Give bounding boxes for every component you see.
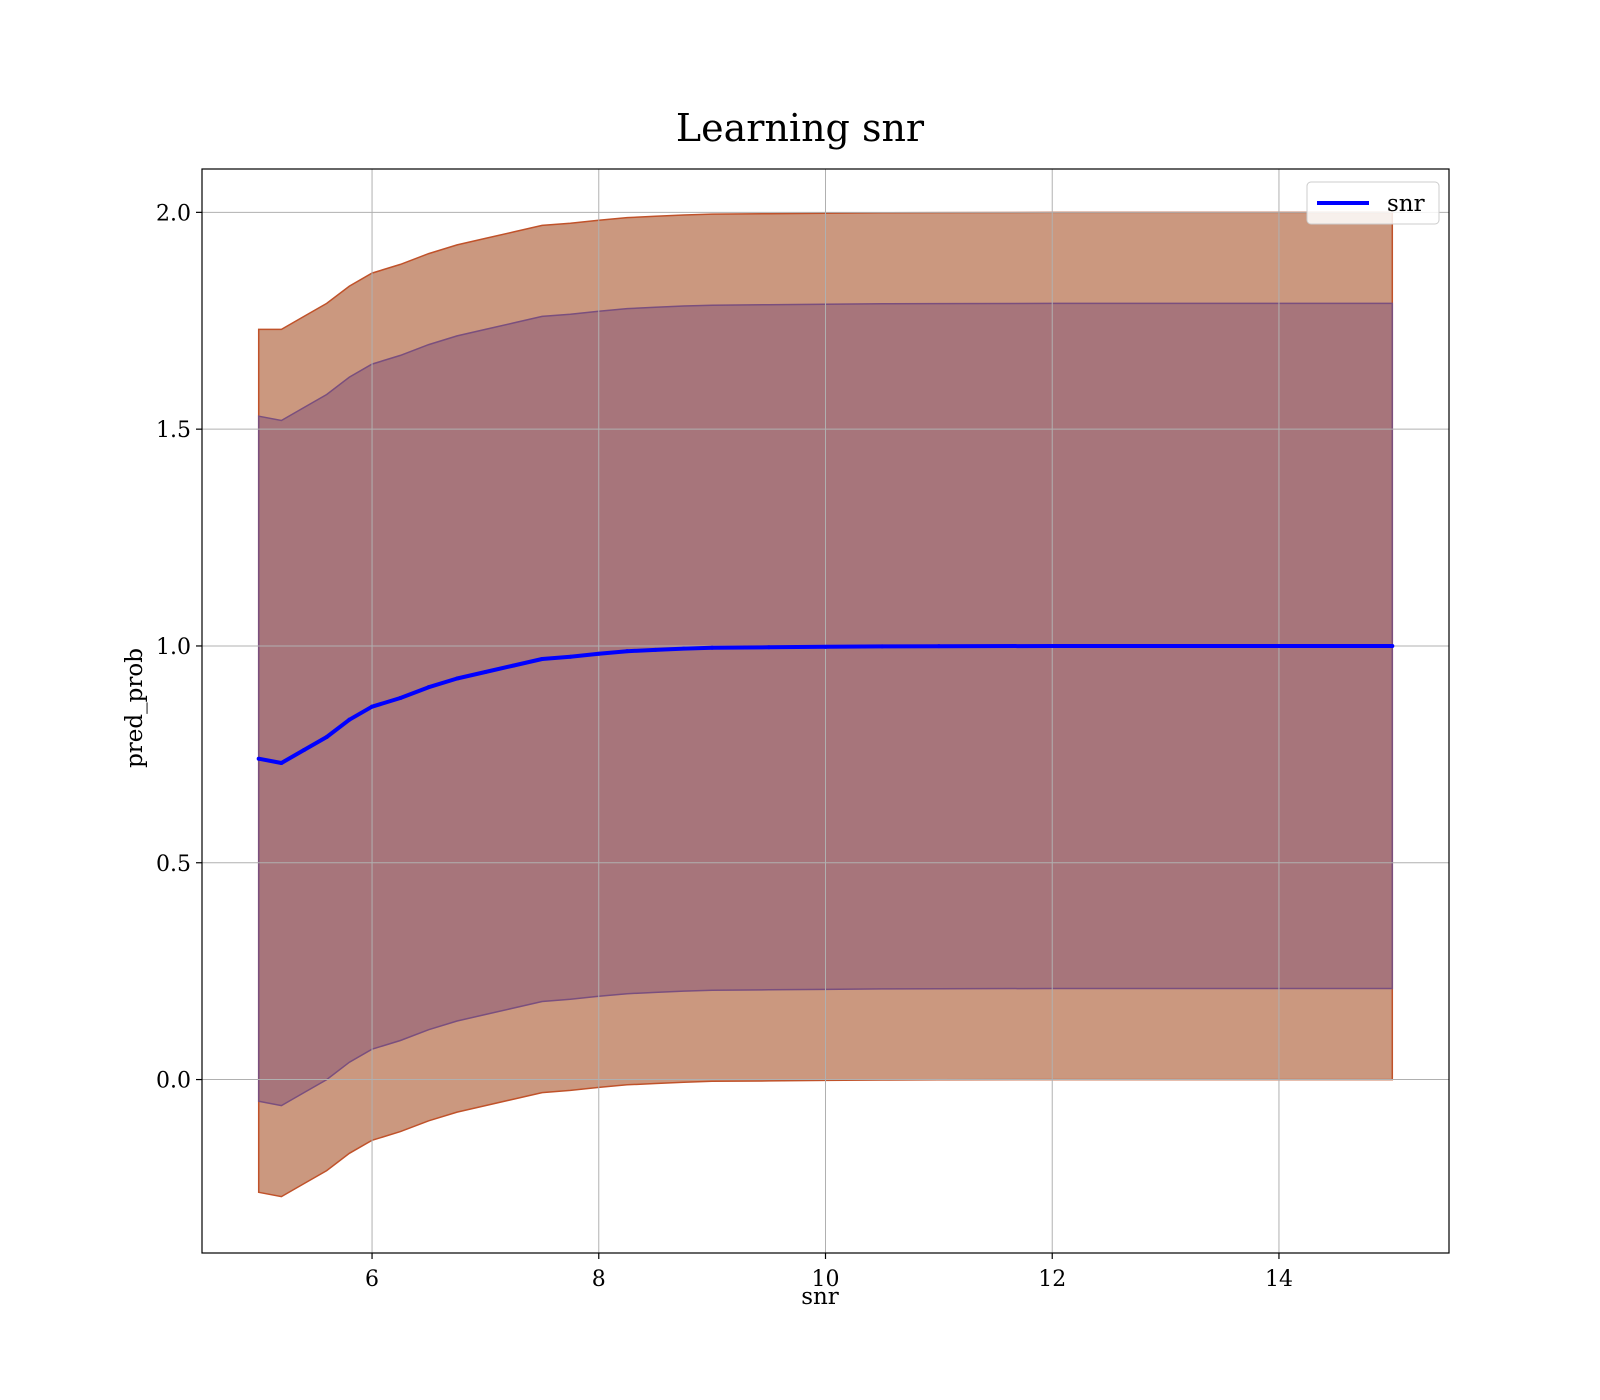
series-point xyxy=(936,644,941,649)
series-point xyxy=(568,654,573,659)
legend-box xyxy=(1306,181,1440,225)
series-point xyxy=(823,644,828,649)
plot-area: 6 8 10 12 14 0.0 0.5 1.0 1.5 2.0 snr xyxy=(156,168,1450,1292)
series-point xyxy=(302,748,307,753)
series-line-snr xyxy=(258,644,1393,765)
series-point xyxy=(540,656,545,661)
x-axis-label: snr xyxy=(801,1284,839,1310)
chart-title: Learning snr xyxy=(676,106,925,150)
series-point xyxy=(681,646,686,651)
x-tick-label: 14 xyxy=(1265,1267,1293,1292)
series-point xyxy=(880,644,885,649)
series-point xyxy=(1276,643,1281,648)
y-tick-label: 2.0 xyxy=(156,201,191,226)
series-point xyxy=(483,669,488,674)
series-point xyxy=(596,651,601,656)
series-point xyxy=(766,645,771,650)
series-point xyxy=(455,676,460,681)
x-tick-label: 6 xyxy=(365,1267,379,1292)
x-tick-label: 10 xyxy=(812,1267,840,1292)
series-point xyxy=(324,735,329,740)
y-tick-label: 0.5 xyxy=(156,852,191,877)
y-axis-label: pred_prob xyxy=(122,648,148,768)
series-point xyxy=(511,663,516,668)
x-tick-label: 8 xyxy=(592,1267,606,1292)
y-tick-label: 0.0 xyxy=(156,1069,191,1094)
series-point xyxy=(398,695,403,700)
legend-label: snr xyxy=(1387,191,1425,217)
series-point xyxy=(710,645,715,650)
series-point xyxy=(347,717,352,722)
series-point xyxy=(1050,643,1055,648)
series-point xyxy=(653,647,658,652)
series-point xyxy=(1163,643,1168,648)
y-tick-label: 1.5 xyxy=(156,418,191,443)
series-point xyxy=(279,761,284,766)
series-point xyxy=(1390,643,1395,648)
series-point xyxy=(625,649,630,654)
series-point xyxy=(426,685,431,690)
y-tick-label: 1.0 xyxy=(156,635,191,660)
series-point xyxy=(370,704,375,709)
x-tick-label: 12 xyxy=(1038,1267,1066,1292)
series-point xyxy=(256,756,261,761)
